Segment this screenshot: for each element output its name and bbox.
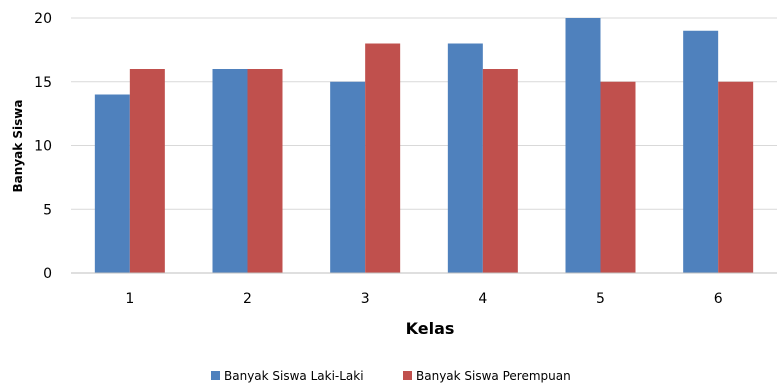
legend-label: Banyak Siswa Perempuan bbox=[416, 369, 571, 383]
y-tick-label: 5 bbox=[43, 202, 52, 218]
x-axis-ticks: 1 2 3 4 5 6 bbox=[125, 291, 722, 307]
bar-perempuan-4 bbox=[482, 69, 518, 273]
x-tick-label: 6 bbox=[714, 291, 723, 307]
bar-perempuan-6 bbox=[718, 81, 754, 273]
gridlines bbox=[71, 17, 777, 210]
y-tick-label: 15 bbox=[34, 75, 52, 91]
bar-laki-laki-1 bbox=[94, 94, 130, 273]
bar-laki-laki-5 bbox=[565, 18, 601, 273]
x-tick-label: 3 bbox=[361, 291, 370, 307]
y-axis-title: Banyak Siswa bbox=[11, 100, 25, 193]
legend-swatch bbox=[403, 371, 412, 380]
y-axis-ticks: 0 5 10 15 20 bbox=[34, 11, 52, 282]
bar-perempuan-2 bbox=[247, 69, 283, 273]
y-tick-label: 0 bbox=[43, 266, 52, 282]
x-tick-label: 5 bbox=[596, 291, 605, 307]
y-tick-label: 20 bbox=[34, 11, 52, 27]
legend-label: Banyak Siswa Laki-Laki bbox=[224, 369, 364, 383]
bars bbox=[94, 18, 754, 273]
x-axis-title: Kelas bbox=[406, 319, 455, 338]
bar-perempuan-5 bbox=[600, 81, 636, 273]
bar-perempuan-3 bbox=[365, 43, 401, 273]
bar-laki-laki-6 bbox=[683, 30, 719, 273]
bar-laki-laki-4 bbox=[447, 43, 483, 273]
legend-swatch bbox=[211, 371, 220, 380]
x-tick-label: 2 bbox=[243, 291, 252, 307]
bar-laki-laki-2 bbox=[212, 69, 248, 273]
y-tick-label: 10 bbox=[34, 139, 52, 155]
x-tick-label: 1 bbox=[125, 291, 134, 307]
x-tick-label: 4 bbox=[478, 291, 487, 307]
legend: Banyak Siswa Laki-Laki Banyak Siswa Perem… bbox=[211, 369, 571, 383]
bar-perempuan-1 bbox=[129, 69, 165, 273]
bar-laki-laki-3 bbox=[330, 81, 366, 273]
